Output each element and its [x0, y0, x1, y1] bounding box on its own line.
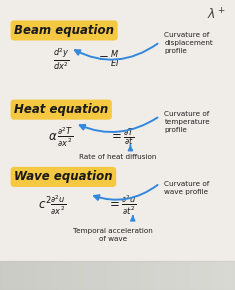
- Text: Curvature of
wave profile: Curvature of wave profile: [164, 181, 210, 195]
- Text: $c^2\frac{\partial^2 u}{\partial x^2}$: $c^2\frac{\partial^2 u}{\partial x^2}$: [38, 193, 66, 217]
- Text: Temporal acceleration
of wave: Temporal acceleration of wave: [73, 228, 153, 242]
- Text: Curvature of
temperature
profile: Curvature of temperature profile: [164, 111, 210, 133]
- Text: Beam equation: Beam equation: [14, 24, 114, 37]
- Text: $= \frac{\partial T}{\partial t}$: $= \frac{\partial T}{\partial t}$: [109, 126, 135, 148]
- Text: Wave equation: Wave equation: [14, 171, 113, 183]
- Text: $= \frac{\partial^2 u}{\partial t^2}$: $= \frac{\partial^2 u}{\partial t^2}$: [107, 193, 137, 217]
- Bar: [0, 261, 235, 290]
- Text: $\lambda^+$: $\lambda^+$: [207, 7, 226, 23]
- Text: $= \frac{M}{EI}$: $= \frac{M}{EI}$: [96, 49, 120, 70]
- Text: $\alpha\,\frac{\partial^2 T}{\partial x^2}$: $\alpha\,\frac{\partial^2 T}{\partial x^…: [48, 126, 74, 149]
- Text: Rate of heat diffusion: Rate of heat diffusion: [79, 154, 156, 160]
- Text: Curvature of
displacement
profile: Curvature of displacement profile: [164, 32, 213, 55]
- Text: $\frac{d^2y}{dx^2}$: $\frac{d^2y}{dx^2}$: [53, 47, 70, 72]
- Text: Heat equation: Heat equation: [14, 103, 108, 116]
